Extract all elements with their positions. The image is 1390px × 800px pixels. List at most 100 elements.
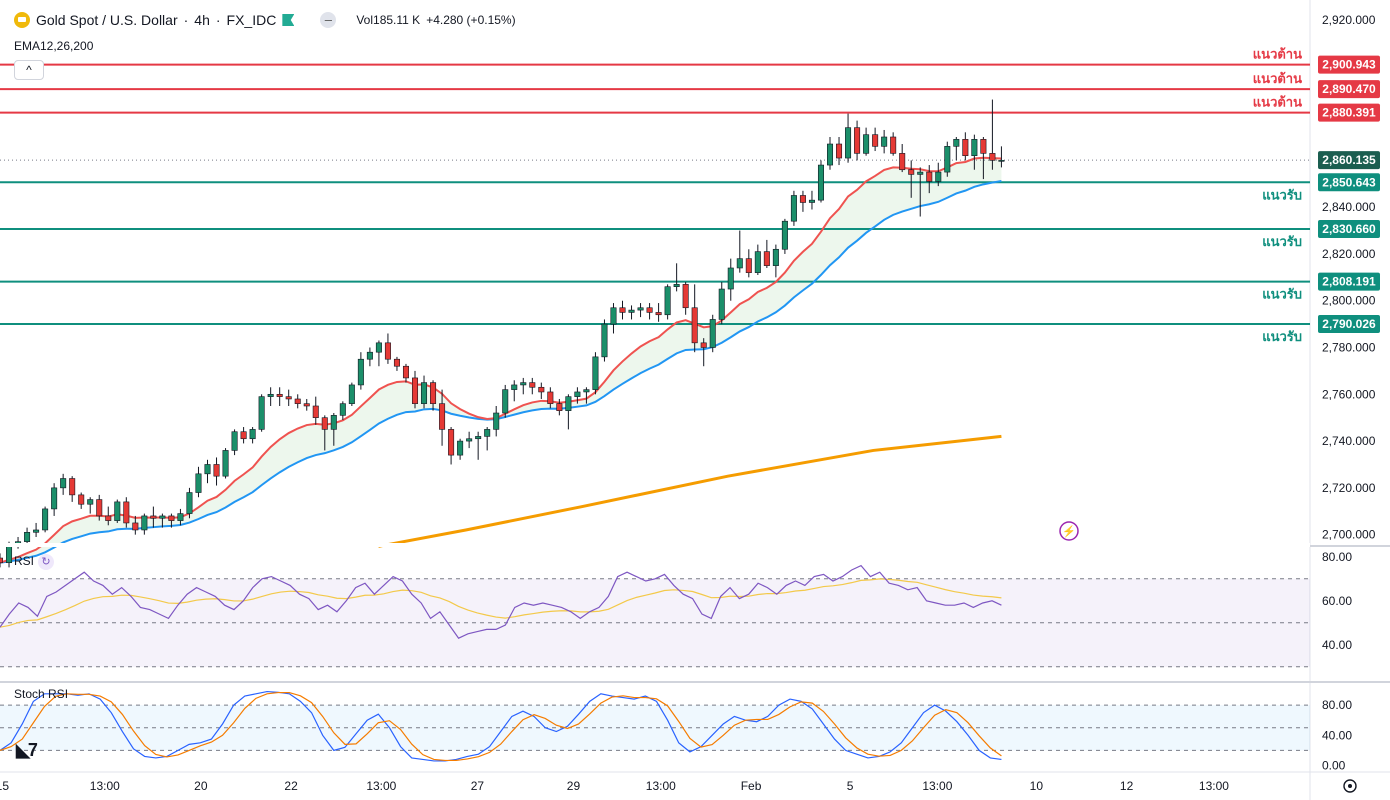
candle-body <box>249 429 256 440</box>
candle-body <box>204 464 211 475</box>
price-tick-label: 2,740.000 <box>1322 434 1376 448</box>
resistance-price-tag <box>1318 55 1380 74</box>
lightning-icon: ⚡ <box>1059 521 1079 541</box>
candle-body <box>213 464 220 477</box>
time-tick-label: 13:00 <box>1199 779 1229 793</box>
candle-body <box>935 171 942 182</box>
candle-body <box>177 513 184 521</box>
candle-body <box>330 415 337 430</box>
indicator-legend[interactable]: EMA12,26,200 <box>14 39 94 53</box>
settings-icon <box>1343 779 1357 793</box>
support-name-label: แนวรับ <box>1262 287 1302 302</box>
resistance-price-label: 2,880.391 <box>1322 106 1376 120</box>
candle-body <box>962 139 969 157</box>
ema12-line <box>0 156 1002 564</box>
candle-body <box>682 284 689 309</box>
candle-body <box>709 319 716 348</box>
candle-body <box>186 492 193 514</box>
resistance-name-label: แนวต้าน <box>1253 95 1302 110</box>
support-price-tag <box>1318 315 1380 334</box>
candle-body <box>664 286 671 316</box>
candle-body <box>258 396 265 430</box>
flag-icon[interactable] <box>282 14 295 26</box>
candle-body <box>691 307 698 344</box>
candle-body <box>150 515 157 519</box>
time-tick-label: 13:00 <box>646 779 676 793</box>
candle-body <box>529 382 536 388</box>
candle-body <box>0 557 4 564</box>
candle-body <box>384 342 391 360</box>
candle-body <box>511 384 518 390</box>
candle-body <box>168 515 175 521</box>
candle-body <box>60 478 67 489</box>
rsi-ma-line <box>0 578 1002 628</box>
gold-coin-icon <box>14 12 30 28</box>
candle-body <box>953 139 960 147</box>
support-price-tag <box>1318 272 1380 291</box>
minus-icon[interactable]: – <box>320 12 337 28</box>
price-tick-label: 2,780.000 <box>1322 341 1376 355</box>
legend-sep: · <box>215 12 221 28</box>
rsi-pane-label[interactable]: RSI ↻ <box>14 554 55 570</box>
stoch-d-line <box>0 691 1002 762</box>
stoch-tick-label: 40.00 <box>1322 728 1352 742</box>
volume-label: Vol185.11 K <box>356 13 420 27</box>
candle-body <box>890 136 897 154</box>
candle-body <box>159 515 166 519</box>
ema26-line <box>0 179 1002 564</box>
candle-body <box>808 199 815 203</box>
candle-body <box>132 522 139 531</box>
candle-body <box>673 284 680 287</box>
candle-body <box>781 220 788 250</box>
change-value: +4.280 (+0.15%) <box>426 13 516 27</box>
rsi-tick-label: 60.00 <box>1322 594 1352 608</box>
symbol-name[interactable]: Gold Spot / U.S. Dollar <box>36 12 178 28</box>
current-price-label: 2,860.135 <box>1322 153 1376 167</box>
candle-body <box>393 358 400 367</box>
gear-hub <box>1348 784 1352 788</box>
candle-body <box>628 309 635 313</box>
rsi-refresh-icon[interactable]: ↻ <box>38 554 55 570</box>
interval-label[interactable]: 4h <box>194 12 210 28</box>
candle-body <box>294 398 301 404</box>
candle-body <box>637 307 644 311</box>
candle-body <box>799 195 806 203</box>
time-tick-label: 13:00 <box>922 779 952 793</box>
candle-body <box>565 396 572 411</box>
price-tick-label: 2,840.000 <box>1322 200 1376 214</box>
price-tick-label: 2,820.000 <box>1322 247 1376 261</box>
price-tick-label: 2,800.000 <box>1322 294 1376 308</box>
candle-body <box>601 323 608 358</box>
candle-body <box>655 312 662 316</box>
candle-body <box>33 529 40 533</box>
time-tick-label: 15 <box>0 779 9 793</box>
candle-body <box>944 146 951 173</box>
time-tick-label: 13:00 <box>90 779 120 793</box>
vol-value: 185.11 K <box>373 13 421 27</box>
price-tick-label: 2,720.000 <box>1322 481 1376 495</box>
ema-cloud <box>0 157 1002 563</box>
candle-body <box>475 436 482 440</box>
candle-body <box>745 258 752 273</box>
support-price-label: 2,850.643 <box>1322 175 1376 189</box>
candle-body <box>845 127 852 159</box>
candle-body <box>619 307 626 313</box>
stoch-tick-label: 80.00 <box>1322 698 1352 712</box>
candle-body <box>24 532 31 542</box>
support-price-tag <box>1318 173 1380 192</box>
pane-clip <box>0 543 1310 547</box>
candle-body <box>520 382 527 386</box>
candle-body <box>971 139 978 157</box>
candle-body <box>195 473 202 493</box>
stoch-pane-label[interactable]: Stoch RSI <box>14 687 68 701</box>
candle-body <box>610 307 617 325</box>
candle-body <box>51 487 58 510</box>
candle-body <box>754 251 761 273</box>
tradingview-logo-icon[interactable]: ◣7 <box>16 740 38 760</box>
candle-body <box>141 515 148 531</box>
candle-body <box>917 171 924 175</box>
collapse-icon[interactable]: ^ <box>14 60 44 80</box>
candle-body <box>105 515 112 521</box>
